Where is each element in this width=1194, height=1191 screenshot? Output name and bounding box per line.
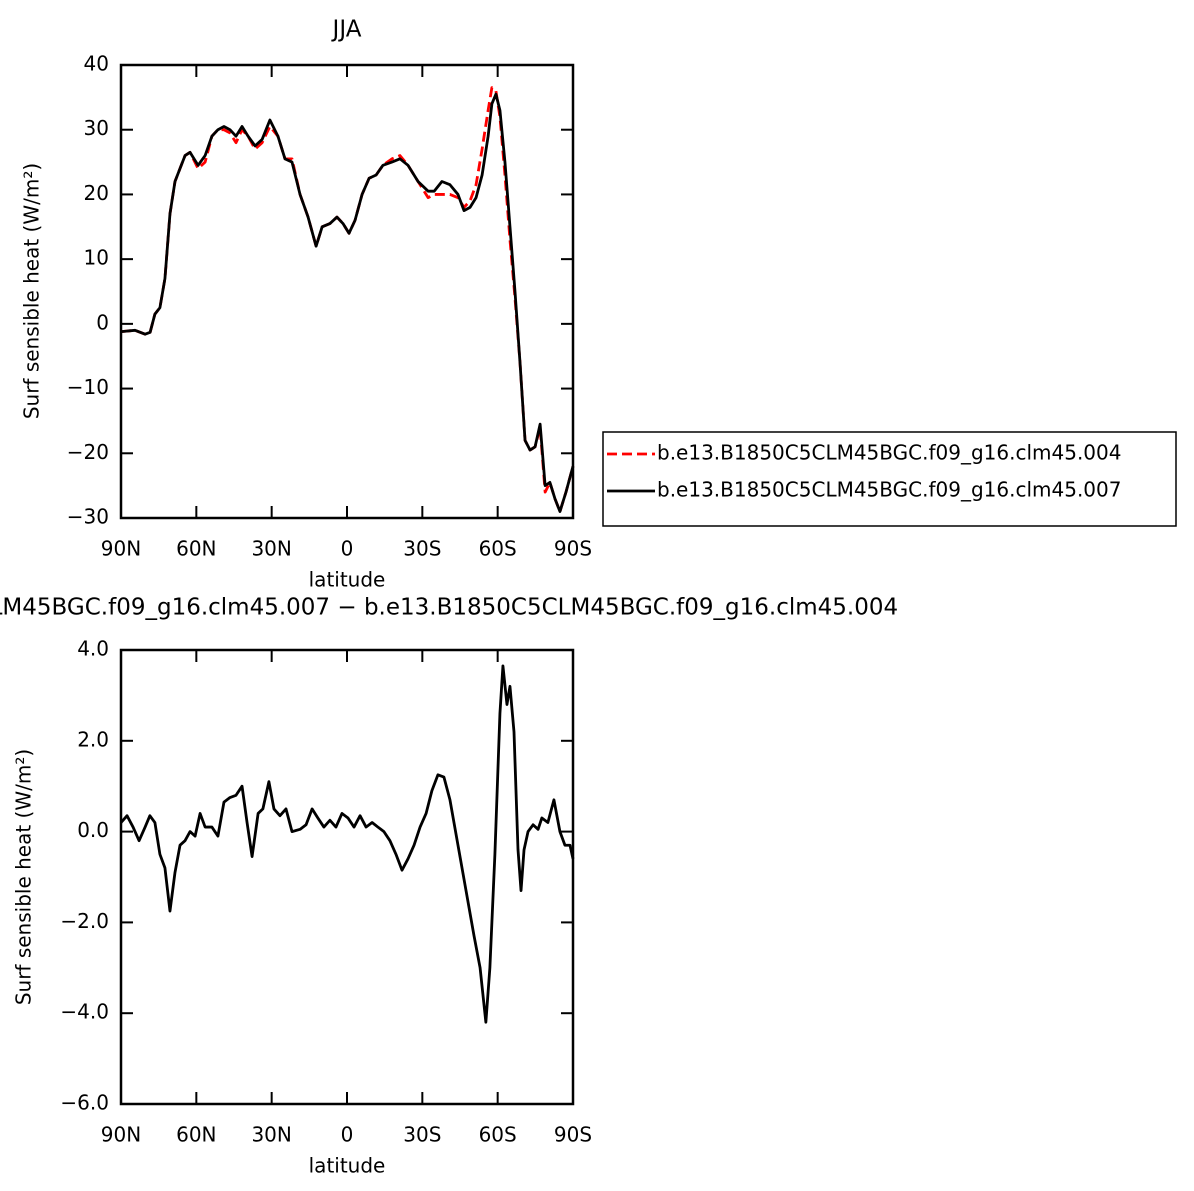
x-tick-label: 0 bbox=[341, 537, 354, 561]
x-tick-label: 30N bbox=[251, 537, 291, 561]
y-tick-label: 40 bbox=[84, 52, 109, 76]
y-tick-label: −2.0 bbox=[60, 909, 109, 933]
x-tick-label: 60S bbox=[479, 537, 517, 561]
y-tick-label: 4.0 bbox=[77, 637, 109, 661]
x-tick-label: 60N bbox=[176, 1123, 216, 1147]
data-line bbox=[120, 92, 575, 513]
y-tick-label: 0.0 bbox=[77, 818, 109, 842]
legend-label: b.e13.B1850C5CLM45BGC.f09_g16.clm45.007 bbox=[657, 478, 1121, 502]
x-tick-label: 60S bbox=[479, 1123, 517, 1147]
plot-frame bbox=[119, 63, 575, 520]
x-tick-label: 90S bbox=[554, 1123, 592, 1147]
y-tick-label: 30 bbox=[84, 116, 109, 140]
y-tick-label: −10 bbox=[67, 375, 109, 399]
y-tick-label: −30 bbox=[67, 505, 109, 529]
y-tick-label: −4.0 bbox=[60, 1000, 109, 1024]
x-tick-label: 90N bbox=[101, 1123, 141, 1147]
x-tick-label: 0 bbox=[341, 1123, 354, 1147]
chart-title: b.e13.B1850C5CLM45BGC.f09_g16.clm45.007 … bbox=[0, 595, 898, 621]
y-tick-label: 20 bbox=[84, 181, 109, 205]
x-tick-label: 90S bbox=[554, 537, 592, 561]
x-tick-label: 90N bbox=[101, 537, 141, 561]
x-tick-label: 30N bbox=[251, 1123, 291, 1147]
y-axis-label: Surf sensible heat (W/m²) bbox=[12, 749, 36, 1005]
y-tick-label: −6.0 bbox=[60, 1091, 109, 1115]
y-axis-label: Surf sensible heat (W/m²) bbox=[20, 163, 44, 419]
plot-frame bbox=[119, 648, 575, 1106]
legend-label: b.e13.B1850C5CLM45BGC.f09_g16.clm45.004 bbox=[657, 441, 1121, 465]
y-tick-label: 0 bbox=[96, 310, 109, 334]
x-tick-label: 60N bbox=[176, 537, 216, 561]
x-axis-label: latitude bbox=[309, 568, 386, 592]
y-tick-label: −20 bbox=[67, 440, 109, 464]
y-tick-label: 2.0 bbox=[77, 727, 109, 751]
x-tick-label: 30S bbox=[403, 537, 441, 561]
y-tick-label: 10 bbox=[84, 246, 109, 270]
legend-box bbox=[602, 431, 1177, 527]
x-tick-label: 30S bbox=[403, 1123, 441, 1147]
data-line bbox=[119, 664, 575, 1024]
chart-title: JJA bbox=[331, 17, 362, 43]
x-axis-label: latitude bbox=[309, 1154, 386, 1178]
